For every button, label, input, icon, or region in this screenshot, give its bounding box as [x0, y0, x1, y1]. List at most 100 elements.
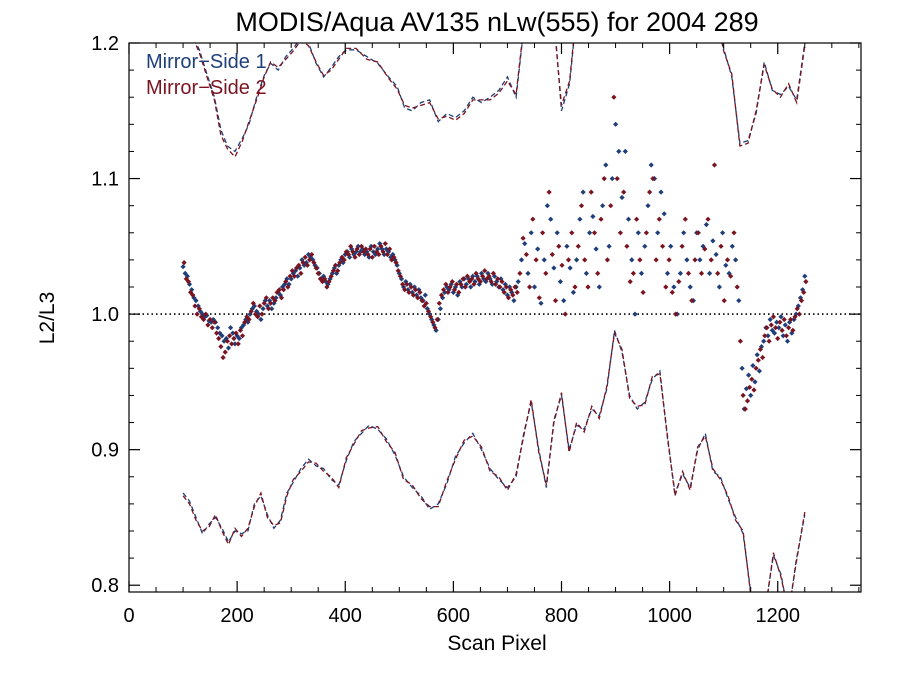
data-point — [288, 276, 294, 282]
data-point — [188, 289, 194, 295]
data-point — [559, 262, 565, 268]
data-point — [687, 284, 693, 290]
data-point — [753, 365, 759, 371]
data-point — [677, 270, 683, 276]
data-point — [325, 281, 331, 287]
data-point — [767, 316, 773, 323]
data-point — [797, 295, 804, 301]
data-point — [332, 262, 339, 268]
data-point — [577, 216, 583, 222]
data-point — [425, 308, 432, 314]
data-point — [298, 270, 304, 276]
data-point — [731, 230, 737, 236]
data-point — [490, 270, 496, 276]
data-point — [764, 325, 770, 331]
data-point — [414, 292, 420, 298]
data-point — [428, 314, 434, 320]
data-point — [337, 260, 343, 266]
data-point — [638, 270, 645, 276]
data-point — [368, 243, 374, 249]
data-point — [796, 311, 802, 317]
data-point — [535, 246, 541, 252]
data-point — [562, 311, 568, 317]
data-point — [588, 189, 594, 195]
data-point — [580, 189, 586, 195]
data-point — [407, 281, 413, 287]
data-point — [219, 333, 225, 339]
data-point — [775, 335, 781, 342]
data-point — [702, 246, 708, 252]
data-point — [501, 289, 507, 295]
chart-title: MODIS/Aqua AV135 nLw(555) for 2004 289 — [235, 7, 758, 37]
y-tick-label: 1.2 — [91, 33, 119, 55]
data-point — [590, 213, 596, 220]
data-point — [578, 203, 585, 209]
data-point — [476, 281, 482, 287]
data-point — [546, 189, 552, 195]
data-point — [244, 314, 250, 320]
data-point — [666, 257, 672, 263]
data-point — [395, 268, 401, 274]
data-point — [621, 189, 627, 195]
data-point — [500, 287, 506, 293]
data-point — [480, 273, 486, 279]
legend: Mirror−Side 1 Mirror−Side 2 — [146, 51, 267, 99]
data-point — [789, 330, 795, 336]
data-point — [733, 257, 739, 263]
data-point — [443, 281, 449, 287]
data-point — [323, 279, 329, 285]
data-point — [375, 246, 381, 252]
data-point — [284, 276, 290, 282]
upper-bound-line-3 — [194, 43, 806, 159]
data-point — [365, 251, 371, 258]
data-point — [788, 316, 794, 323]
data-point — [765, 333, 771, 339]
data-point — [209, 325, 215, 331]
data-point — [503, 284, 509, 290]
data-point — [324, 284, 330, 290]
data-point — [708, 257, 714, 263]
data-point — [382, 241, 388, 247]
data-point — [718, 243, 724, 249]
data-point — [552, 298, 559, 304]
data-point — [352, 254, 358, 260]
data-point — [551, 265, 557, 271]
data-point — [369, 254, 375, 260]
data-point — [334, 270, 340, 276]
data-point — [801, 289, 807, 295]
data-point — [181, 260, 187, 266]
data-point — [484, 276, 490, 282]
data-point — [661, 211, 667, 217]
data-point — [183, 276, 189, 282]
data-point — [596, 284, 602, 290]
data-point — [198, 314, 204, 320]
data-point — [802, 273, 808, 279]
data-point — [627, 279, 633, 285]
data-point — [220, 354, 226, 361]
data-point — [227, 333, 233, 339]
data-point — [523, 251, 529, 258]
data-point — [787, 319, 793, 325]
data-point — [533, 257, 539, 263]
data-point — [272, 298, 278, 304]
data-point — [635, 230, 641, 236]
data-point — [779, 327, 785, 333]
x-tick-label: 1200 — [755, 605, 800, 627]
data-point — [642, 243, 648, 249]
data-point — [655, 230, 661, 236]
data-point — [540, 230, 546, 236]
data-point — [737, 338, 743, 344]
data-point — [561, 298, 567, 304]
data-point — [729, 243, 735, 249]
data-point — [700, 243, 706, 249]
data-point — [196, 306, 202, 312]
data-point — [199, 311, 206, 317]
data-point — [671, 284, 677, 290]
data-point — [557, 279, 563, 285]
data-point — [591, 230, 598, 236]
data-point — [402, 287, 408, 293]
data-point — [520, 235, 526, 241]
data-point — [710, 238, 716, 244]
y-axis-label: L2/L3 — [36, 292, 59, 345]
data-point — [217, 330, 223, 336]
